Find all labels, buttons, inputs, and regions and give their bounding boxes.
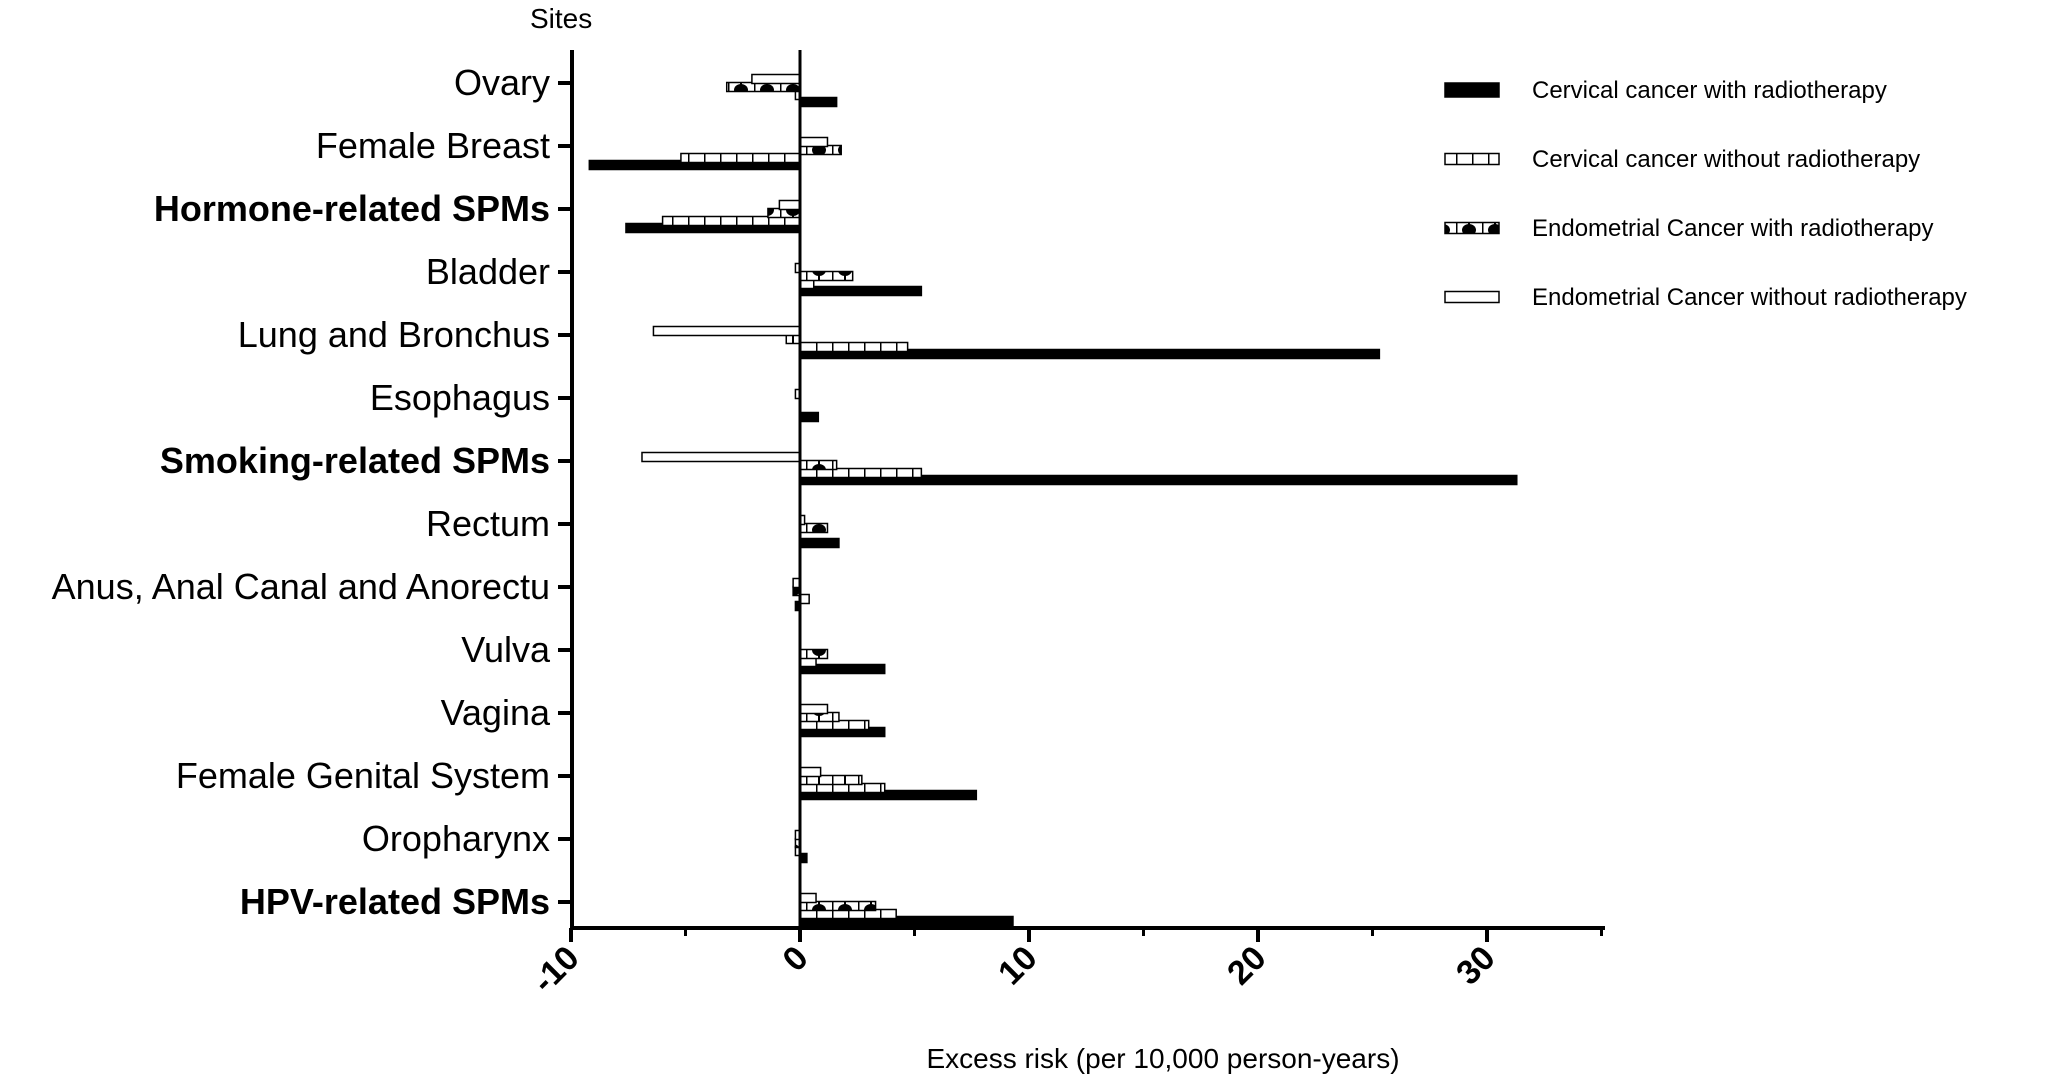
bar [799, 766, 822, 778]
y-tick-label: Smoking-related SPMs [160, 440, 550, 481]
x-tick-label: 30 [1449, 939, 1503, 993]
bar [652, 325, 801, 337]
y-tick-label: Ovary [454, 62, 550, 103]
y-tick-label: Lung and Bronchus [238, 314, 550, 355]
x-tick-label: 0 [775, 939, 815, 979]
bar [799, 411, 820, 423]
y-tick-label: Bladder [426, 251, 550, 292]
legend-swatch [1444, 221, 1500, 235]
y-tick-label: Female Breast [316, 125, 550, 166]
y-tick-label: HPV-related SPMs [240, 881, 550, 922]
legend-label: Cervical cancer with radiotherapy [1532, 77, 1887, 104]
legend-swatch [1444, 82, 1500, 98]
legend-swatch [1444, 152, 1500, 166]
bar [641, 451, 801, 463]
x-tick-label: 10 [991, 939, 1045, 993]
bar [799, 648, 829, 660]
y-tick-label: Esophagus [370, 377, 550, 418]
y-tick-label: Female Genital System [176, 755, 550, 796]
bar [799, 136, 829, 148]
bar [799, 270, 854, 282]
legend-swatch [1444, 290, 1500, 304]
bar [778, 199, 801, 211]
bar [799, 459, 838, 471]
y-tick-label: Oropharynx [362, 818, 550, 859]
bar [799, 892, 817, 904]
y-tick-label: Vagina [441, 692, 551, 733]
x-axis-title: Excess risk (per 10,000 person-years) [926, 1043, 1399, 1074]
y-tick-label: Vulva [461, 629, 551, 670]
bar [799, 285, 923, 297]
bar [799, 341, 909, 353]
y-tick-label: Hormone-related SPMs [154, 188, 550, 229]
legend-label: Endometrial Cancer with radiotherapy [1532, 215, 1934, 242]
bar [751, 73, 801, 85]
bars-layer [588, 73, 1518, 927]
bar [799, 703, 829, 715]
y-axis-title: Sites [530, 3, 592, 34]
bar [680, 152, 801, 164]
legend-label: Endometrial Cancer without radiotherapy [1532, 284, 1967, 311]
legend: Cervical cancer with radiotherapy Cervica… [1444, 77, 1967, 311]
bar [799, 96, 838, 108]
x-tick-label: 20 [1220, 939, 1274, 993]
axes-layer: Ovary Female Breast Hormone-related SPMs Bl… [52, 50, 1605, 1000]
bar [799, 537, 840, 549]
x-tick-label: -10 [525, 939, 587, 1001]
legend-label: Cervical cancer without radiotherapy [1532, 146, 1920, 173]
y-tick-label: Anus, Anal Canal and Anorectu [52, 566, 550, 607]
y-tick-label: Rectum [426, 503, 550, 544]
